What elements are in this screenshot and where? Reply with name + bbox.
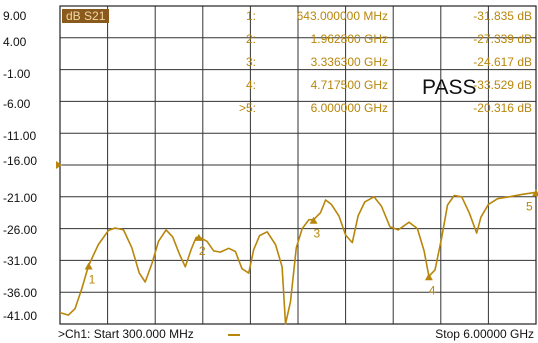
marker-frequency: 3.336300 GHz — [310, 55, 388, 69]
sweep-start[interactable]: >Ch1: Start 300.000 MHz — [58, 327, 194, 341]
marker-value: -27.339 dB — [473, 32, 532, 46]
sweep-stop[interactable]: Stop 6.00000 GHz — [435, 327, 534, 341]
y-tick-label: -41.00 — [3, 309, 38, 323]
marker-frequency: 643.000000 MHz — [296, 9, 388, 23]
marker-triangle — [194, 233, 203, 241]
y-tick-label: -11.00 — [3, 129, 37, 143]
y-tick-label: -36.00 — [3, 286, 38, 300]
y-tick-label: 4.00 — [3, 35, 27, 49]
marker-triangle — [532, 189, 538, 197]
marker-number-label: 3 — [314, 227, 321, 241]
marker-frequency: 1.962800 GHz — [310, 32, 388, 46]
marker-frequency: 4.717500 GHz — [310, 78, 388, 92]
marker-number-label: 1 — [89, 272, 96, 286]
reference-level-arrow — [56, 161, 62, 169]
trace-color-indicator — [228, 334, 240, 336]
marker-number-active: >5: — [238, 101, 256, 115]
y-tick-label: -6.00 — [3, 97, 31, 111]
marker-triangle — [424, 273, 433, 281]
marker-number-label: 4 — [429, 283, 436, 297]
marker-triangle — [84, 262, 93, 270]
y-tick-label: -31.00 — [3, 254, 38, 268]
y-tick-label: 9.00 — [3, 9, 27, 23]
marker-number: 2: — [245, 32, 256, 46]
y-tick-label: -21.00 — [3, 191, 38, 205]
marker-value: -24.617 dB — [473, 55, 532, 69]
marker-number: 4: — [245, 78, 256, 92]
trace-line — [59, 191, 537, 325]
marker-triangle — [309, 216, 318, 224]
marker-number-label: 2 — [199, 244, 206, 258]
marker-frequency: 6.000000 GHz — [310, 101, 388, 115]
marker-number-label: 5 — [526, 199, 533, 213]
marker-number: 3: — [245, 55, 256, 69]
y-tick-label: -16.00 — [3, 154, 38, 168]
marker-value: -20.316 dB — [473, 101, 532, 115]
limit-test-status: PASS — [422, 76, 477, 99]
trace-label[interactable]: dB S21 — [62, 9, 110, 23]
marker-value: -31.835 dB — [473, 9, 532, 23]
marker-number: 1: — [245, 9, 256, 23]
marker-value: -33.529 dB — [473, 78, 532, 92]
y-tick-label: -26.00 — [3, 223, 38, 237]
y-tick-label: -1.00 — [3, 67, 31, 81]
